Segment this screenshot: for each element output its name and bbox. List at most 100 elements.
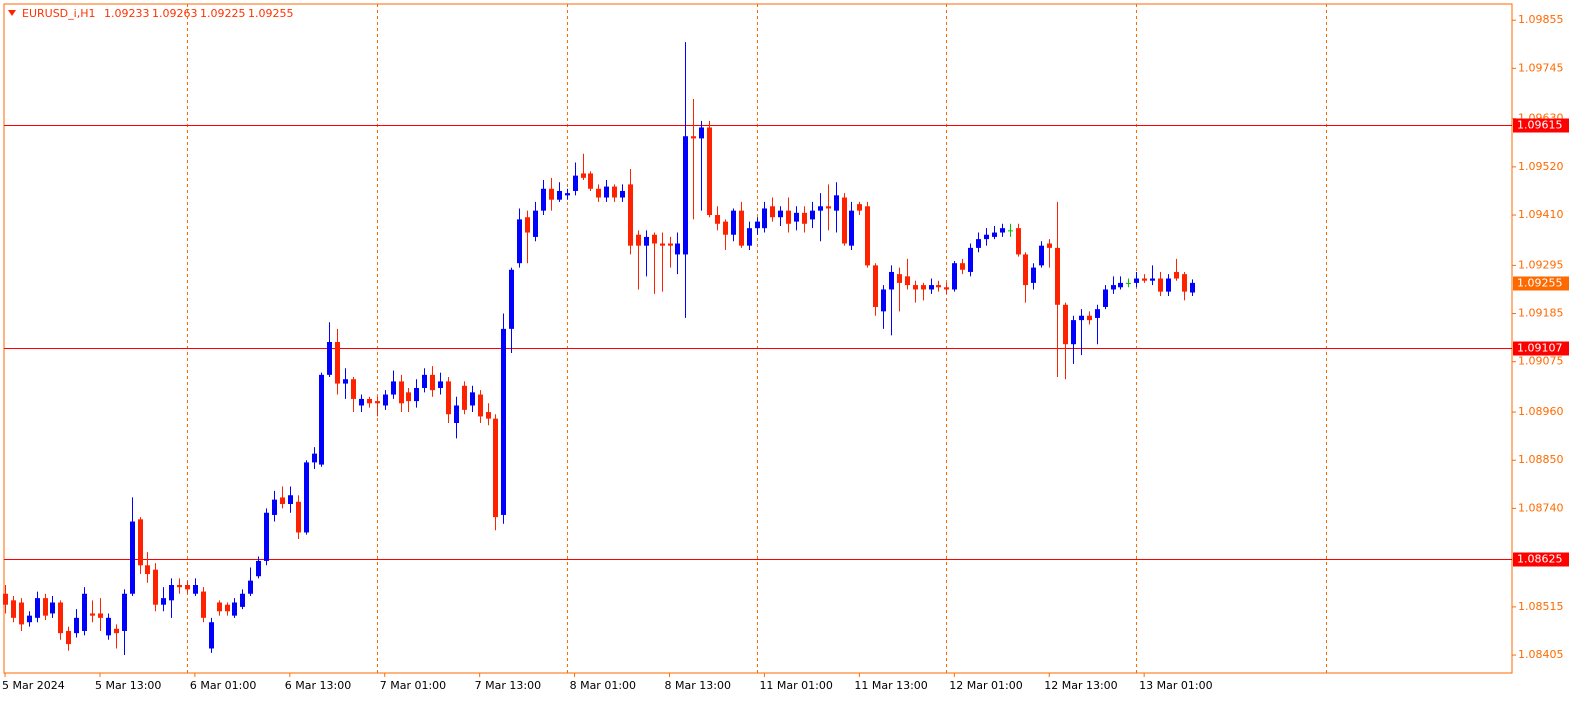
candle-body bbox=[612, 186, 617, 198]
candle-body bbox=[509, 269, 514, 329]
candle-body bbox=[1182, 274, 1187, 292]
candle-body bbox=[794, 212, 799, 222]
candle-body bbox=[770, 206, 775, 218]
candle-body bbox=[668, 243, 673, 246]
candle-body bbox=[952, 263, 957, 290]
x-tick-label: 12 Mar 01:00 bbox=[949, 679, 1022, 692]
candle-body bbox=[161, 598, 166, 605]
candle-body bbox=[691, 136, 696, 139]
candle-body bbox=[739, 210, 744, 246]
x-tick-label: 12 Mar 13:00 bbox=[1044, 679, 1117, 692]
candle-body bbox=[1039, 245, 1044, 266]
candle-body bbox=[723, 221, 728, 235]
candle-body bbox=[74, 617, 79, 634]
candle-body bbox=[470, 392, 475, 406]
candle-body bbox=[98, 613, 103, 618]
candle-body bbox=[1055, 247, 1060, 305]
candle-body bbox=[1118, 282, 1123, 288]
candle-body bbox=[327, 342, 332, 375]
candle-body bbox=[130, 521, 135, 594]
x-tick-label: 11 Mar 01:00 bbox=[759, 679, 832, 692]
candle-body bbox=[802, 212, 807, 224]
candle-body bbox=[731, 210, 736, 235]
candle-body bbox=[193, 584, 198, 594]
candle-body bbox=[1000, 228, 1005, 233]
candle-body bbox=[699, 127, 704, 139]
candle-body bbox=[960, 263, 965, 270]
candle-body bbox=[399, 381, 404, 404]
candle-body bbox=[335, 342, 340, 384]
candle-body bbox=[541, 188, 546, 211]
candle-body bbox=[454, 405, 459, 424]
low-value: 1.09225 bbox=[200, 7, 246, 20]
price-label-box bbox=[1513, 341, 1569, 356]
candle-body bbox=[82, 593, 87, 631]
candle-body bbox=[501, 328, 506, 515]
candle-body bbox=[1126, 282, 1131, 284]
candle-body bbox=[976, 239, 981, 248]
candle-body bbox=[921, 285, 926, 290]
candle-body bbox=[27, 615, 32, 623]
price-label: 1.09615 bbox=[1517, 119, 1563, 132]
close-value: 1.09255 bbox=[248, 7, 294, 20]
candle-body bbox=[581, 173, 586, 178]
candle-body bbox=[240, 593, 245, 607]
candle-body bbox=[620, 190, 625, 198]
y-tick-label: 1.08960 bbox=[1518, 405, 1564, 418]
candle-body bbox=[343, 379, 348, 384]
candle-body bbox=[818, 206, 823, 211]
y-tick-label: 1.08850 bbox=[1518, 453, 1564, 466]
candle-body bbox=[762, 208, 767, 229]
candle-body bbox=[367, 398, 372, 404]
candle-body bbox=[66, 630, 71, 645]
x-tick-label: 7 Mar 01:00 bbox=[380, 679, 446, 692]
candle-body bbox=[114, 628, 119, 634]
candle-body bbox=[3, 593, 8, 605]
x-tick-label: 6 Mar 13:00 bbox=[285, 679, 351, 692]
candle-body bbox=[1008, 230, 1013, 232]
candle-body bbox=[1174, 271, 1179, 279]
candle-body bbox=[50, 602, 55, 614]
open-value: 1.09233 bbox=[104, 7, 150, 20]
candle-body bbox=[351, 379, 356, 399]
candle-body bbox=[557, 190, 562, 200]
candle-body bbox=[834, 195, 839, 211]
candle-body bbox=[565, 193, 570, 196]
x-tick-label: 8 Mar 13:00 bbox=[665, 679, 731, 692]
candle-body bbox=[596, 188, 601, 198]
candle-body bbox=[185, 584, 190, 590]
candle-body bbox=[359, 398, 364, 406]
candle-body bbox=[992, 232, 997, 237]
header: EURUSD_i,H1 1.09233 1.09263 1.09225 1.09… bbox=[22, 7, 294, 20]
candle-body bbox=[90, 613, 95, 616]
candle-body bbox=[905, 276, 910, 286]
candle-body bbox=[122, 593, 127, 631]
y-tick-label: 1.08405 bbox=[1518, 648, 1564, 661]
y-tick-label: 1.08740 bbox=[1518, 501, 1564, 514]
candle-body bbox=[968, 247, 973, 272]
symbol: EURUSD_i,H1 bbox=[22, 7, 95, 20]
candle-body bbox=[826, 206, 831, 209]
candle-body bbox=[644, 236, 649, 246]
candle-body bbox=[1142, 278, 1147, 281]
candle-body bbox=[478, 394, 483, 417]
candle-body bbox=[58, 602, 63, 634]
candle-body bbox=[209, 622, 214, 649]
candle-body bbox=[573, 175, 578, 191]
candle-body bbox=[1166, 278, 1171, 292]
candle-body bbox=[375, 401, 380, 404]
candle-body bbox=[786, 210, 791, 224]
candle-body bbox=[604, 186, 609, 198]
candles bbox=[3, 42, 1195, 656]
candle-body bbox=[715, 215, 720, 224]
y-tick-label: 1.09410 bbox=[1518, 208, 1564, 221]
candle-body bbox=[106, 617, 111, 636]
x-tick-label: 13 Mar 01:00 bbox=[1139, 679, 1212, 692]
candle-body bbox=[857, 204, 862, 211]
candle-body bbox=[1063, 304, 1068, 345]
candle-body bbox=[707, 127, 712, 216]
x-tick-label: 6 Mar 01:00 bbox=[190, 679, 256, 692]
candle-body bbox=[169, 584, 174, 601]
candle-body bbox=[936, 285, 941, 288]
